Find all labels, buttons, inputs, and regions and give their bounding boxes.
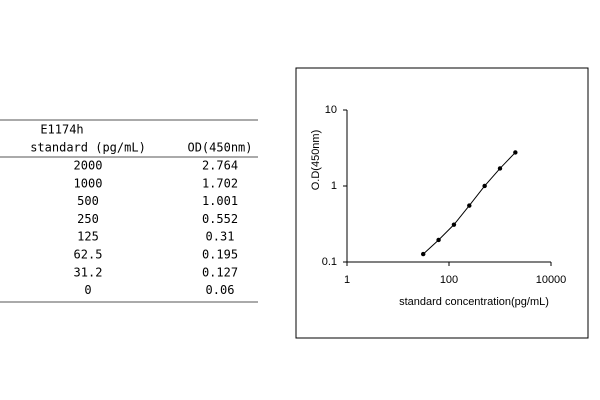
table-cell: 2000 [74,159,103,173]
y-axis-label: O.D(450nm) [310,130,322,191]
x-tick-label: 10000 [536,274,567,286]
x-tick-label: 100 [440,274,458,286]
table-cell: 0.127 [202,265,238,279]
table-title: E1174h [40,123,83,137]
table-cell: 500 [77,194,99,208]
data-point [436,237,441,243]
table-cell: 125 [77,230,99,244]
table-cell: 1.702 [202,176,238,190]
table-cell: 250 [77,212,99,226]
table-cell: 0.195 [202,248,238,262]
x-tick-label: 1 [344,274,350,286]
table-cell: 0 [84,283,91,297]
y-tick-label: 0.1 [322,256,337,268]
table-cell: 0.06 [206,283,235,297]
table-cell: 0.31 [206,230,235,244]
y-tick-label: 1 [331,180,337,192]
table-cell: 0.552 [202,212,238,226]
data-point [497,166,503,171]
table-cell: 62.5 [74,248,103,262]
data-point [467,203,472,208]
y-tick-label: 10 [325,104,337,116]
x-axis-label: standard concentration(pg/mL) [399,296,549,308]
data-point [421,251,426,257]
column-header: OD(450nm) [187,141,252,155]
table-cell: 2.764 [202,159,238,173]
table-cell: 1000 [74,176,103,190]
data-point [482,183,487,189]
data-point [451,222,457,227]
table-cell: 1.001 [202,194,238,208]
chart-frame [295,67,589,339]
data-point [513,150,518,155]
column-header: standard (pg/mL) [30,141,146,155]
table-cell: 31.2 [74,265,103,279]
